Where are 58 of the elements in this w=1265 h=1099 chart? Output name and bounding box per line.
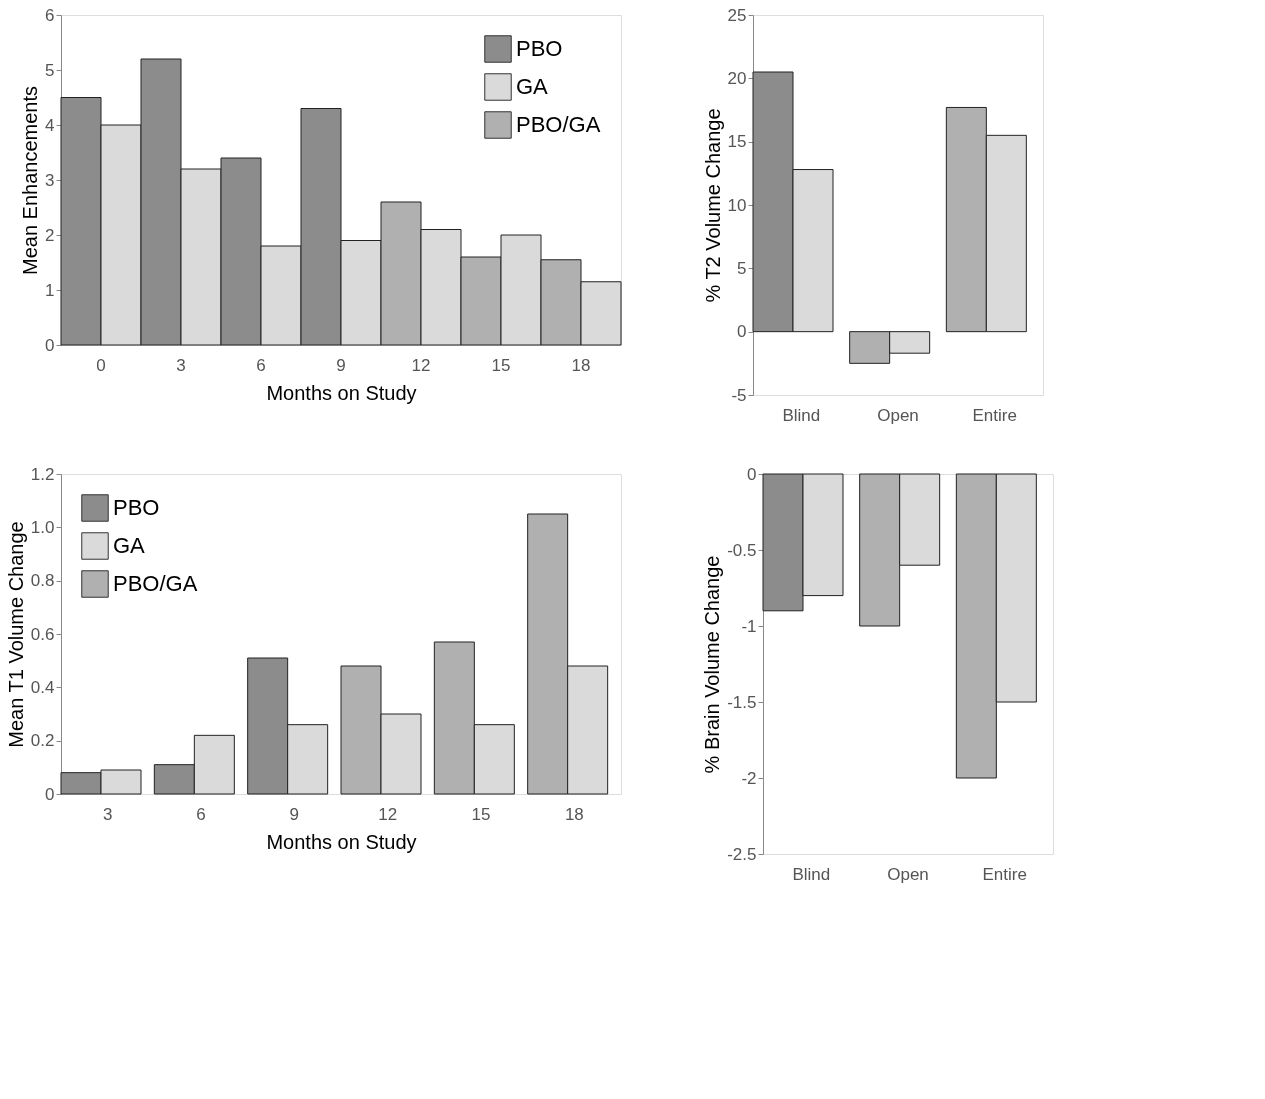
x-axis-title: Months on Study (266, 830, 417, 853)
y-tick-label: 0.4 (30, 677, 55, 697)
x-tick-label: 3 (102, 804, 113, 824)
y-axis-title: Mean T1 Volume Change (4, 521, 27, 748)
x-tick-label: 12 (378, 804, 398, 824)
y-tick-label: 0.6 (30, 624, 55, 644)
x-tick-label: 6 (196, 804, 206, 824)
x-tick-label: Blind (782, 405, 821, 425)
x-tick-label: 15 (471, 804, 491, 824)
legend-label: GA (516, 74, 549, 99)
legend-label: PBO (516, 36, 563, 61)
y-tick-label: 0 (45, 335, 55, 355)
legend-label: GA (113, 533, 146, 558)
x-axis-title: Months on Study (266, 381, 417, 404)
x-tick-label: Open (877, 405, 919, 425)
y-tick-label: 5 (737, 258, 747, 278)
x-tick-label: 15 (491, 355, 511, 375)
y-tick-label: 2 (45, 225, 55, 245)
y-tick-label: 1.2 (30, 464, 55, 484)
x-tick-label: Open (887, 864, 929, 884)
y-tick-label: -1.5 (727, 692, 757, 712)
y-axis-title: % Brain Volume Change (701, 555, 724, 774)
y-tick-label: 0.8 (30, 571, 55, 591)
y-tick-label: 5 (45, 60, 55, 80)
x-tick-label: Entire (972, 405, 1017, 425)
y-axis-title: % T2 Volume Change (701, 108, 724, 303)
y-tick-label: 6 (45, 5, 55, 25)
legend-label: PBO/GA (516, 112, 601, 137)
y-tick-label: 0 (737, 322, 747, 342)
x-tick-label: Blind (792, 864, 831, 884)
y-tick-label: 10 (727, 195, 747, 215)
x-tick-label: 12 (411, 355, 431, 375)
x-tick-label: 18 (571, 355, 591, 375)
y-tick-label: 15 (727, 132, 747, 152)
y-tick-label: -2 (741, 768, 757, 788)
y-tick-label: 1 (45, 280, 55, 300)
legend-label: PBO/GA (113, 571, 198, 596)
y-tick-label: 0.2 (30, 731, 55, 751)
y-tick-label: -5 (731, 385, 747, 405)
x-tick-label: 18 (564, 804, 584, 824)
y-tick-label: 20 (727, 68, 747, 88)
y-tick-label: 3 (45, 170, 55, 190)
x-tick-label: Entire (982, 864, 1027, 884)
y-tick-label: 1.0 (30, 517, 55, 537)
x-tick-label: 3 (176, 355, 186, 375)
legend-label: PBO (113, 495, 160, 520)
y-tick-label: 4 (45, 115, 55, 135)
x-tick-label: 6 (256, 355, 266, 375)
y-tick-label: -1 (741, 616, 757, 636)
x-tick-label: 0 (96, 355, 106, 375)
y-tick-label: -2.5 (727, 844, 757, 864)
y-tick-label: 25 (727, 5, 747, 25)
y-tick-label: 0 (45, 784, 55, 804)
y-tick-label: 0 (747, 464, 757, 484)
y-tick-label: -0.5 (727, 540, 757, 560)
y-axis-title: Mean Enhancements (19, 85, 42, 276)
x-tick-label: 9 (289, 804, 300, 824)
x-tick-label: 9 (336, 355, 346, 375)
